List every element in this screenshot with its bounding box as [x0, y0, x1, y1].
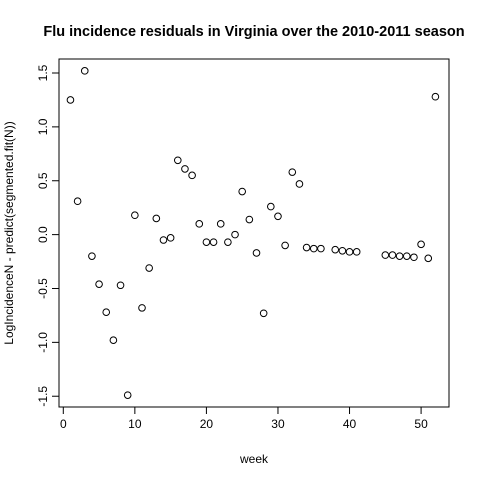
x-tick-label: 10 — [128, 417, 142, 431]
data-point — [166, 234, 175, 242]
data-point — [152, 214, 161, 223]
data-point — [302, 243, 311, 252]
x-tick-label: 40 — [343, 417, 357, 431]
data-point — [345, 248, 354, 256]
data-point — [245, 215, 254, 224]
data-point — [238, 187, 246, 196]
y-tick-label: -0.5 — [36, 278, 50, 299]
data-point — [73, 197, 82, 206]
x-tick-label: 30 — [271, 417, 285, 431]
data-point — [188, 171, 196, 180]
data-point — [195, 220, 204, 228]
data-point — [138, 304, 146, 312]
data-point — [338, 246, 347, 255]
y-tick-label: 0.0 — [36, 226, 50, 243]
y-tick-label: -1.5 — [36, 386, 50, 407]
x-tick-label: 50 — [414, 417, 428, 431]
data-point — [159, 236, 168, 244]
data-point — [417, 240, 425, 249]
data-point — [281, 241, 289, 250]
data-point — [431, 92, 440, 101]
data-point — [202, 238, 211, 246]
data-point — [131, 211, 139, 220]
data-point — [309, 244, 318, 253]
data-point — [424, 254, 433, 263]
data-point — [145, 264, 153, 272]
data-point — [317, 244, 325, 253]
y-axis: -1.5 -1.0 -0.5 0.0 0.5 1.0 1.5 — [36, 64, 60, 407]
data-point — [216, 220, 225, 228]
data-point — [224, 238, 232, 246]
y-tick-label: 1.5 — [36, 64, 50, 81]
plot-frame — [58, 58, 450, 408]
data-point — [410, 253, 418, 262]
data-point — [80, 67, 89, 75]
data-point — [102, 308, 111, 316]
x-tick-label: 20 — [200, 417, 214, 431]
data-point — [88, 252, 96, 260]
y-tick-label: 0.5 — [36, 172, 50, 189]
x-axis: 0 10 20 30 40 50 — [60, 406, 428, 431]
data-point — [181, 165, 189, 173]
y-tick-label: -1.0 — [36, 332, 50, 353]
data-point — [274, 212, 282, 221]
data-point — [267, 202, 275, 211]
data-point — [252, 249, 261, 257]
data-point — [388, 251, 397, 259]
data-point — [209, 238, 218, 246]
data-point — [66, 96, 75, 104]
x-axis-label: week — [239, 452, 269, 466]
data-point — [116, 281, 125, 290]
data-point — [352, 248, 361, 256]
data-point — [381, 251, 390, 259]
y-tick-label: 1.0 — [36, 118, 50, 135]
chart-title: Flu incidence residuals in Virginia over… — [43, 24, 464, 40]
data-point — [288, 168, 297, 176]
data-point — [173, 156, 182, 165]
data-points — [66, 67, 440, 399]
data-point — [395, 252, 404, 260]
data-point — [95, 280, 103, 288]
data-point — [402, 252, 411, 260]
x-tick-label: 0 — [60, 417, 67, 431]
data-point — [295, 180, 304, 188]
data-point — [231, 230, 239, 239]
data-point — [123, 391, 132, 399]
y-axis-label: LogIncidenceN - predict(segmented.fit(N)… — [2, 121, 16, 344]
data-point — [109, 336, 118, 345]
data-point — [331, 245, 340, 254]
data-point — [259, 309, 268, 318]
